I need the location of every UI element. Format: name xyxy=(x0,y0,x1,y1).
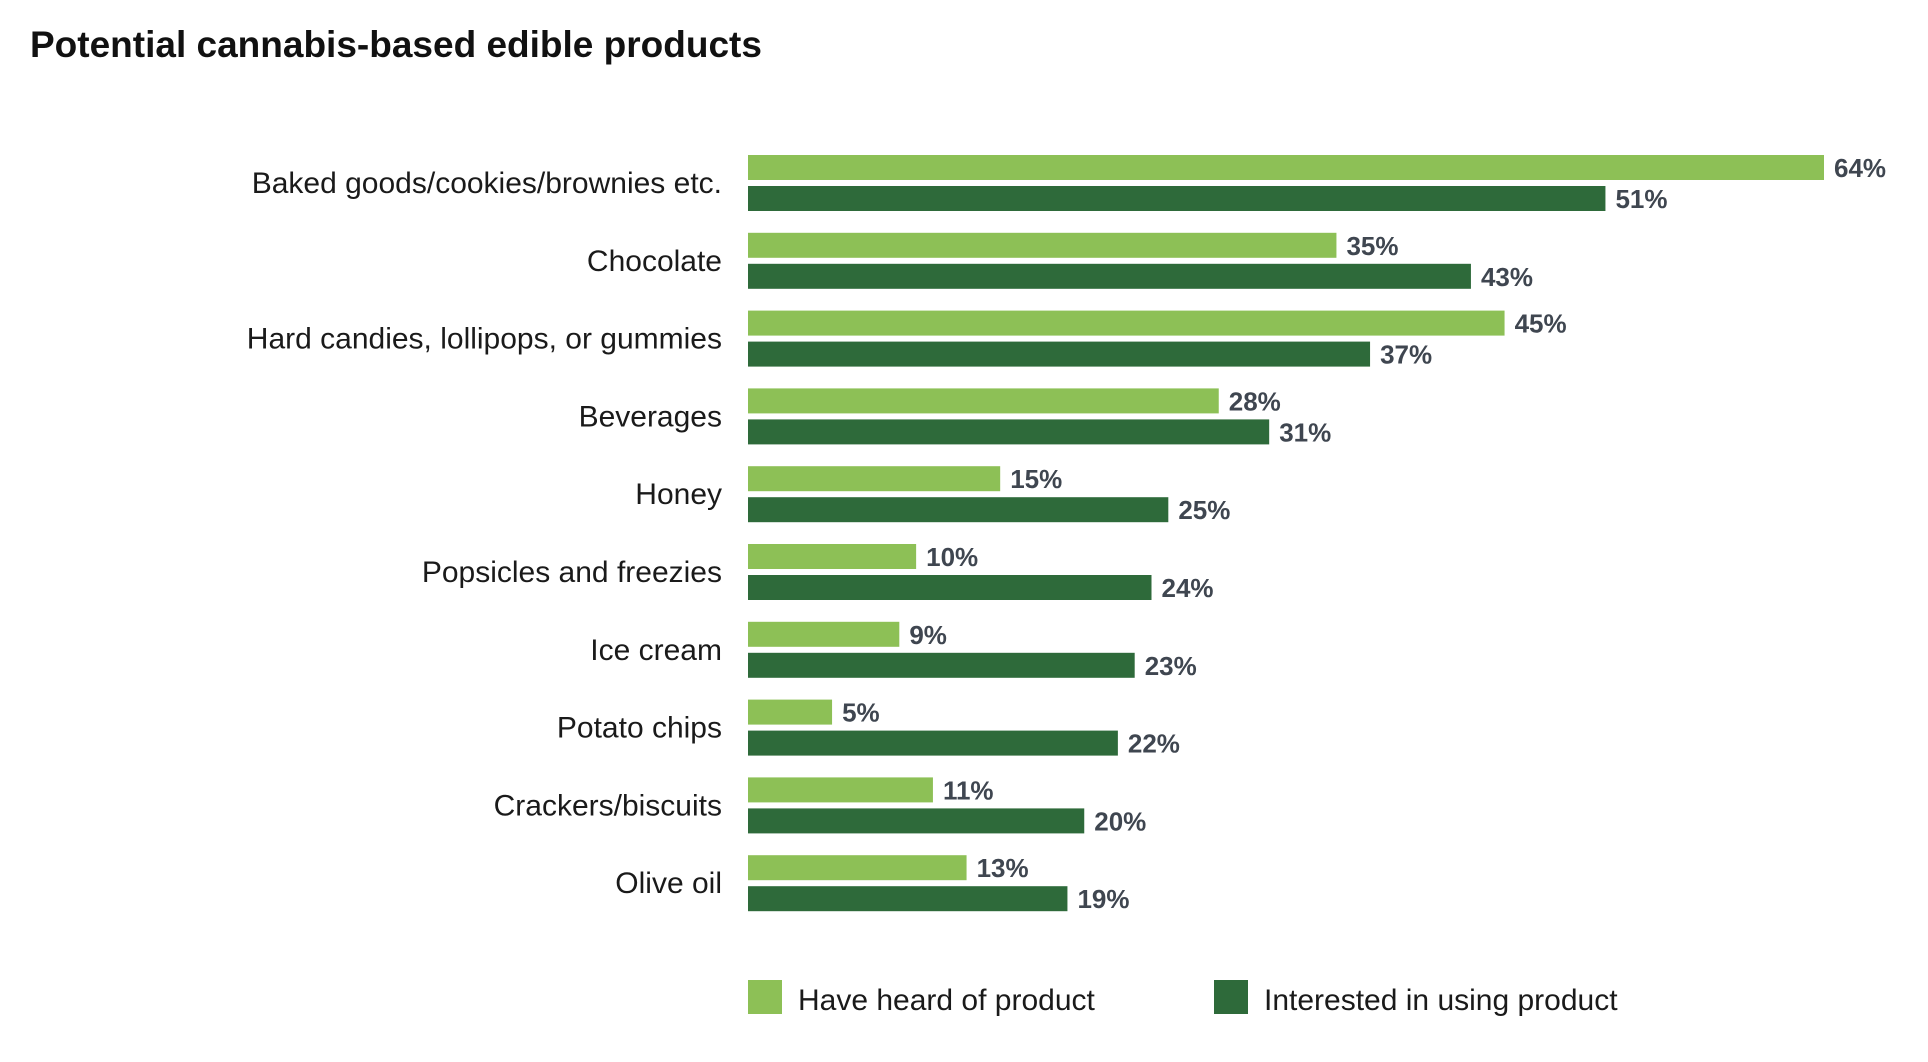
heard-value-potato-chips: 5% xyxy=(842,698,880,728)
legend-label-interested: Interested in using product xyxy=(1264,984,1618,1017)
category-label-olive-oil: Olive oil xyxy=(615,867,722,900)
category-label-crackers-biscuits: Crackers/biscuits xyxy=(494,789,722,822)
category-label-beverages: Beverages xyxy=(579,400,722,433)
interested-bar-ice-cream xyxy=(748,652,1135,678)
heard-bar-baked-goods-cookies-brownies-etc xyxy=(748,155,1824,180)
interested-bar-olive-oil xyxy=(748,886,1068,912)
heard-value-beverages: 28% xyxy=(1229,386,1281,416)
interested-value-baked-goods-cookies-brownies-etc: 51% xyxy=(1615,184,1667,214)
heard-value-chocolate: 35% xyxy=(1346,231,1398,261)
chart-title: Potential cannabis-based edible products xyxy=(30,24,762,65)
heard-value-popsicles-and-freezies: 10% xyxy=(926,542,978,572)
heard-bar-popsicles-and-freezies xyxy=(748,544,917,569)
heard-value-baked-goods-cookies-brownies-etc: 64% xyxy=(1834,153,1886,183)
category-label-ice-cream: Ice cream xyxy=(590,634,722,667)
legend-swatch-interested xyxy=(1214,980,1248,1014)
heard-bar-crackers-biscuits xyxy=(748,777,933,803)
interested-bar-potato-chips xyxy=(748,730,1118,756)
heard-bar-potato-chips xyxy=(748,699,833,725)
interested-bar-popsicles-and-freezies xyxy=(748,575,1152,600)
heard-value-hard-candies-lollipops-or-gummies: 45% xyxy=(1515,309,1567,339)
heard-bar-honey xyxy=(748,466,1001,492)
interested-bar-crackers-biscuits xyxy=(748,808,1085,834)
category-label-popsicles-and-freezies: Popsicles and freezies xyxy=(422,556,722,589)
heard-value-crackers-biscuits: 11% xyxy=(943,775,994,805)
interested-value-crackers-biscuits: 20% xyxy=(1094,806,1146,836)
interested-value-olive-oil: 19% xyxy=(1077,884,1129,914)
interested-value-potato-chips: 22% xyxy=(1128,729,1180,759)
interested-value-ice-cream: 23% xyxy=(1145,651,1197,681)
heard-value-ice-cream: 9% xyxy=(909,620,947,650)
category-label-potato-chips: Potato chips xyxy=(557,712,722,745)
interested-value-chocolate: 43% xyxy=(1481,262,1533,292)
interested-value-hard-candies-lollipops-or-gummies: 37% xyxy=(1380,340,1432,370)
interested-bar-hard-candies-lollipops-or-gummies xyxy=(748,341,1371,367)
category-label-baked-goods-cookies-brownies-etc: Baked goods/cookies/brownies etc. xyxy=(252,167,722,200)
interested-value-honey: 25% xyxy=(1178,495,1230,525)
category-label-hard-candies-lollipops-or-gummies: Hard candies, lollipops, or gummies xyxy=(247,323,722,356)
heard-bar-beverages xyxy=(748,388,1219,414)
interested-bar-chocolate xyxy=(748,263,1471,289)
legend-label-heard: Have heard of product xyxy=(798,984,1096,1017)
category-label-chocolate: Chocolate xyxy=(587,245,722,278)
heard-bar-ice-cream xyxy=(748,621,900,647)
category-label-honey: Honey xyxy=(635,478,722,511)
interested-value-beverages: 31% xyxy=(1279,417,1331,447)
heard-value-olive-oil: 13% xyxy=(977,853,1029,883)
heard-bar-chocolate xyxy=(748,232,1337,258)
interested-value-popsicles-and-freezies: 24% xyxy=(1162,573,1214,603)
interested-bar-honey xyxy=(748,497,1169,523)
heard-bar-olive-oil xyxy=(748,855,967,881)
legend-swatch-heard xyxy=(748,980,782,1014)
heard-value-honey: 15% xyxy=(1010,464,1062,494)
interested-bar-beverages xyxy=(748,419,1270,445)
heard-bar-hard-candies-lollipops-or-gummies xyxy=(748,310,1505,336)
interested-bar-baked-goods-cookies-brownies-etc xyxy=(748,186,1606,211)
